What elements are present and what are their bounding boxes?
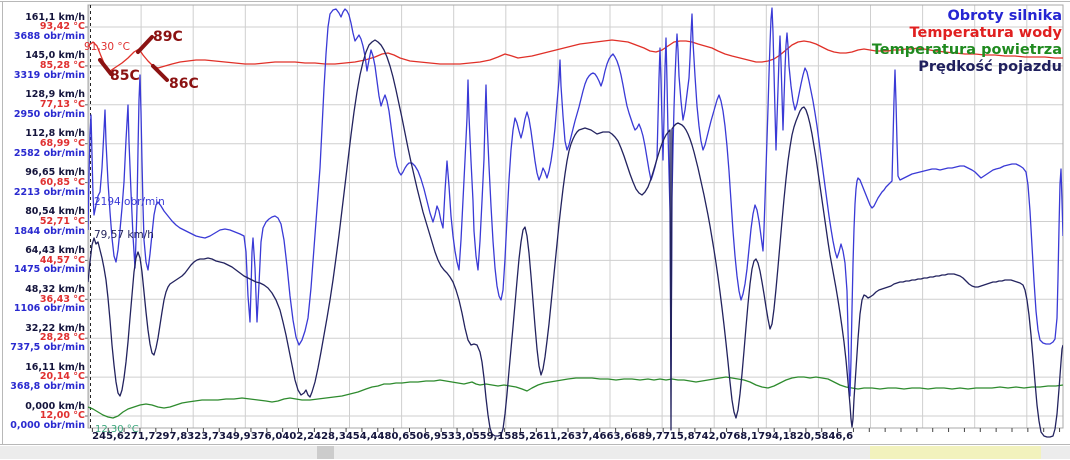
y-label-kmh: 96,65 km/h bbox=[25, 167, 85, 179]
x-axis-label: 454,4 bbox=[345, 431, 378, 442]
y-axis-label-group: 48,32 km/h 36,43 °C 1106 obr/min bbox=[0, 283, 85, 315]
x-axis-label: 480,6 bbox=[377, 431, 410, 442]
y-axis-label-group: 128,9 km/h 77,13 °C 2950 obr/min bbox=[0, 90, 85, 119]
chart-annotation: 85C bbox=[110, 68, 140, 84]
x-axis-label: 559,1 bbox=[472, 431, 505, 442]
y-label-rpm: 3688 obr/min bbox=[13, 31, 85, 43]
y-label-rpm: 1106 obr/min bbox=[13, 303, 85, 315]
y-axis-label-group: 96,65 km/h 60,85 °C 2213 obr/min bbox=[0, 168, 85, 197]
x-axis-label: 585,2 bbox=[504, 431, 537, 442]
x-axis-label: 637,4 bbox=[567, 431, 600, 442]
chart-legend: Obroty silnika Temperatura wody Temperatur… bbox=[872, 8, 1062, 76]
x-axis-label: 402,2 bbox=[282, 431, 315, 442]
chart-annotation: 89C bbox=[153, 29, 183, 45]
series-line-temperatura-powietrza bbox=[88, 376, 1063, 419]
y-label-celsius: 44,57 °C bbox=[39, 254, 85, 266]
x-axis-label: 376,0 bbox=[250, 431, 283, 442]
y-label-celsius: 20,14 °C bbox=[39, 371, 85, 383]
y-label-celsius: 36,43 °C bbox=[39, 293, 85, 305]
legend-item-temperatura-wody[interactable]: Temperatura wody bbox=[909, 25, 1062, 41]
series-line-obroty-silnika bbox=[88, 7, 1063, 397]
y-label-celsius: 77,13 °C bbox=[39, 99, 85, 111]
x-axis-label: 768,1 bbox=[726, 431, 758, 442]
y-axis-label-group: 161,1 km/h 93,42 °C 3688 obr/min bbox=[0, 11, 85, 43]
x-axis-label: 715,8 bbox=[662, 431, 695, 442]
y-axis-label-group: 64,43 km/h 44,57 °C 1475 obr/min bbox=[0, 246, 85, 275]
x-axis-label: 245,6 bbox=[92, 431, 124, 442]
y-axis-label-group: 145,0 km/h 85,28 °C 3319 obr/min bbox=[0, 51, 85, 80]
annotation-marker-line bbox=[98, 58, 113, 76]
y-label-rpm: 1844 obr/min bbox=[13, 225, 85, 237]
x-axis-label: 663,6 bbox=[599, 431, 632, 442]
y-label-kmh: 80,54 km/h bbox=[25, 206, 85, 217]
y-label-celsius: 93,42 °C bbox=[39, 21, 85, 33]
annotation-marker-line bbox=[136, 35, 154, 54]
chart-annotation: 79,57 km/h bbox=[94, 229, 154, 241]
x-axis-label: 271,7 bbox=[123, 431, 156, 442]
chart-annotation: 12,30 °C bbox=[95, 424, 139, 435]
window-top-edge bbox=[0, 1, 1070, 2]
y-label-rpm: 368,8 obr/min bbox=[10, 381, 85, 393]
y-label-kmh: 16,11 km/h bbox=[25, 361, 85, 373]
y-label-celsius: 28,28 °C bbox=[39, 332, 85, 344]
window-left-edge bbox=[2, 1, 3, 444]
x-axis-label: 323,7 bbox=[187, 431, 219, 442]
x-axis-label: 349,9 bbox=[219, 431, 251, 442]
x-axis-label: 846,6 bbox=[821, 431, 854, 442]
series-line-temperatura-wody bbox=[88, 39, 1063, 72]
x-axis-label: 297,8 bbox=[155, 431, 188, 442]
legend-item-prędkość-pojazdu[interactable]: Prędkość pojazdu bbox=[918, 59, 1062, 75]
y-label-kmh: 145,0 km/h bbox=[25, 50, 85, 62]
y-label-rpm: 2582 obr/min bbox=[13, 147, 85, 159]
annotation-marker-line bbox=[151, 64, 169, 82]
y-label-celsius: 68,99 °C bbox=[39, 137, 85, 149]
scrollbar-thumb[interactable] bbox=[317, 446, 334, 459]
y-label-kmh: 128,9 km/h bbox=[25, 89, 85, 101]
y-label-kmh: 32,22 km/h bbox=[25, 322, 85, 334]
x-axis-label: 689,7 bbox=[631, 431, 663, 442]
x-axis-label: 611,2 bbox=[536, 431, 568, 442]
y-label-kmh: 48,32 km/h bbox=[25, 283, 85, 295]
horizontal-scrollbar[interactable] bbox=[0, 446, 1070, 459]
chart-annotation: 86C bbox=[169, 76, 199, 92]
y-label-kmh: 64,43 km/h bbox=[25, 244, 85, 256]
y-label-kmh: 112,8 km/h bbox=[25, 128, 85, 140]
x-axis-label: 533,0 bbox=[440, 431, 473, 442]
legend-item-temperatura-powietrza[interactable]: Temperatura powietrza bbox=[871, 42, 1062, 58]
x-axis-label: 506,9 bbox=[409, 431, 441, 442]
y-label-kmh: 0,000 km/h bbox=[25, 400, 85, 412]
y-label-rpm: 3319 obr/min bbox=[13, 69, 85, 81]
x-axis-label: 794,1 bbox=[758, 431, 790, 442]
y-axis-label-group: 0,000 km/h 12,00 °C 0,000 obr/min bbox=[0, 400, 85, 432]
y-label-celsius: 12,00 °C bbox=[39, 410, 85, 422]
y-label-celsius: 60,85 °C bbox=[39, 176, 85, 188]
y-label-rpm: 2950 obr/min bbox=[13, 108, 85, 120]
y-label-rpm: 2213 obr/min bbox=[13, 186, 85, 198]
scrollbar-highlight-segment bbox=[870, 446, 1041, 459]
chart-annotation: 91,30 °C bbox=[84, 41, 130, 53]
y-label-rpm: 1475 obr/min bbox=[13, 264, 85, 276]
y-label-rpm: 737,5 obr/min bbox=[10, 342, 85, 354]
x-axis-label: 820,5 bbox=[789, 431, 822, 442]
y-axis-label-group: 80,54 km/h 52,71 °C 1844 obr/min bbox=[0, 207, 85, 236]
y-label-celsius: 52,71 °C bbox=[39, 215, 85, 227]
y-axis-label-group: 32,22 km/h 28,28 °C 737,5 obr/min bbox=[0, 322, 85, 354]
x-axis-label: 742,0 bbox=[694, 431, 727, 442]
y-label-rpm: 0,000 obr/min bbox=[10, 420, 85, 432]
chart-annotation: 2194 obr/min bbox=[94, 196, 165, 208]
series-line-prędkość-pojazdu bbox=[88, 39, 1063, 438]
y-axis-label-group: 112,8 km/h 68,99 °C 2582 obr/min bbox=[0, 129, 85, 158]
y-label-kmh: 161,1 km/h bbox=[25, 11, 85, 23]
legend-item-obroty-silnika[interactable]: Obroty silnika bbox=[947, 8, 1062, 24]
y-axis-label-group: 16,11 km/h 20,14 °C 368,8 obr/min bbox=[0, 361, 85, 393]
x-axis-label: 428,3 bbox=[314, 431, 346, 442]
chart-bottom-edge bbox=[0, 444, 1070, 445]
y-label-celsius: 85,28 °C bbox=[39, 60, 85, 72]
